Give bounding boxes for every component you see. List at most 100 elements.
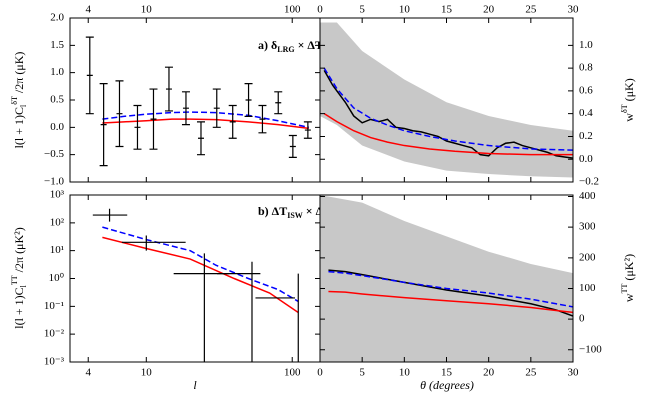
- x-tick-label: 30: [568, 367, 580, 379]
- x-tick-label: 30: [568, 4, 580, 16]
- error-cross: [216, 261, 261, 362]
- x-tick-label: 0: [317, 4, 323, 16]
- text-part: w: [622, 293, 636, 302]
- frame: [69, 17, 321, 183]
- text-part: δT: [620, 104, 629, 113]
- curve: [323, 70, 573, 159]
- text-part: × ΔT: [295, 38, 323, 52]
- error-bar: [288, 134, 297, 158]
- curve: [323, 67, 573, 151]
- curve: [328, 290, 573, 314]
- error-bar: [212, 88, 221, 128]
- y-tick-label: 10⁻²: [44, 328, 65, 340]
- y-tick-label: 2.0: [50, 12, 64, 24]
- text-part: ISW: [287, 211, 303, 220]
- y-tick-label: 200: [579, 251, 596, 263]
- y-tick-label: 300: [579, 221, 596, 233]
- y-axis-label: wδT (μK): [620, 78, 635, 121]
- x-tick-label: 4: [85, 4, 91, 16]
- y-tick-label: 10⁰: [49, 272, 65, 284]
- text-part: δT: [10, 96, 19, 105]
- text-part: w: [622, 113, 636, 122]
- error-bar: [99, 83, 108, 167]
- y-axis-label: wTT (μK²): [620, 254, 635, 302]
- curve: [328, 269, 573, 317]
- y-tick-label: 10⁻¹: [44, 300, 64, 312]
- y-tick-label: −0.5: [44, 148, 64, 160]
- x-tick-label: 5: [359, 367, 365, 379]
- y-tick-label: 10³: [50, 189, 65, 201]
- x-tick-label: 25: [525, 4, 537, 16]
- x-tick-label: 4: [85, 367, 91, 379]
- y-tick-label: 10⁻³: [44, 356, 65, 368]
- y-tick-label: 1.0: [50, 66, 64, 78]
- error-bar: [196, 121, 205, 156]
- x-axis-label: θ (degrees): [420, 378, 474, 392]
- text-part: /2π (μK): [12, 52, 26, 96]
- error-bar: [115, 80, 124, 148]
- error-bar: [181, 91, 190, 126]
- curve: [102, 236, 299, 314]
- y-tick-label: 0.2: [579, 130, 593, 142]
- x-tick-label: 15: [441, 4, 453, 16]
- x-tick-label: 15: [441, 367, 453, 379]
- text-part: TT: [620, 284, 629, 294]
- text-part: b) ΔT: [258, 204, 287, 218]
- y-axis-label: l(l + 1)ClδT /2π (μK): [10, 52, 28, 149]
- plot-area: [320, 195, 573, 362]
- y-tick-label: 0.4: [579, 107, 593, 119]
- x-tick-label: 10: [399, 4, 411, 16]
- y-tick-label: −100: [579, 343, 602, 355]
- x-tick-label: 100: [284, 4, 301, 16]
- text-part: TT: [10, 275, 19, 285]
- curve: [102, 118, 309, 130]
- curve: [102, 111, 310, 129]
- text-part: LRG: [277, 45, 294, 54]
- y-tick-label: 400: [579, 190, 596, 202]
- error-bar: [228, 104, 237, 139]
- y-tick-label: 1.5: [50, 39, 64, 51]
- text-part: (μK²): [622, 254, 636, 284]
- y-tick-label: 0.5: [50, 94, 64, 106]
- plot-area: [320, 22, 573, 178]
- y-tick-label: 10²: [50, 216, 65, 228]
- error-bar: [85, 36, 94, 115]
- x-tick-label: 5: [359, 4, 365, 16]
- y-tick-label: 0.8: [579, 62, 593, 74]
- x-tick-label: 0: [317, 367, 323, 379]
- y-tick-label: 0.0: [50, 121, 64, 133]
- text-part: /2π (μK²): [12, 227, 26, 275]
- x-tick-label: 10: [399, 367, 411, 379]
- y-axis-label: l(l + 1)ClTT /2π (μK²): [10, 227, 28, 329]
- error-cross: [255, 273, 299, 362]
- x-tick-label: 10: [141, 367, 153, 379]
- text-part: (μK): [622, 78, 636, 104]
- y-tick-label: 0: [579, 313, 585, 325]
- text-part: l: [19, 284, 28, 287]
- text-part: l(l + 1)C: [12, 287, 26, 328]
- text-part: l(l + 1)C: [12, 107, 26, 148]
- y-tick-label: −1.0: [44, 176, 64, 188]
- error-bar: [244, 83, 253, 117]
- curve: [328, 270, 573, 308]
- band: [320, 22, 573, 178]
- error-cross: [121, 235, 186, 251]
- plot-area: [92, 208, 299, 362]
- x-tick-label: 20: [483, 367, 495, 379]
- x-tick-label: 10: [141, 4, 153, 16]
- x-tick-label: 20: [483, 4, 495, 16]
- x-tick-label: 25: [525, 367, 537, 379]
- x-tick-label: 100: [284, 367, 301, 379]
- y-tick-label: 0.6: [579, 84, 593, 96]
- text-part: l: [19, 104, 28, 107]
- error-bar: [164, 66, 173, 112]
- error-bar: [258, 104, 267, 134]
- y-tick-label: 100: [579, 282, 596, 294]
- error-bar: [149, 88, 158, 150]
- error-cross: [173, 253, 230, 362]
- error-bar: [303, 121, 312, 139]
- x-axis-label: l: [193, 378, 197, 392]
- band: [320, 195, 573, 362]
- y-tick-label: −0.2: [579, 176, 599, 188]
